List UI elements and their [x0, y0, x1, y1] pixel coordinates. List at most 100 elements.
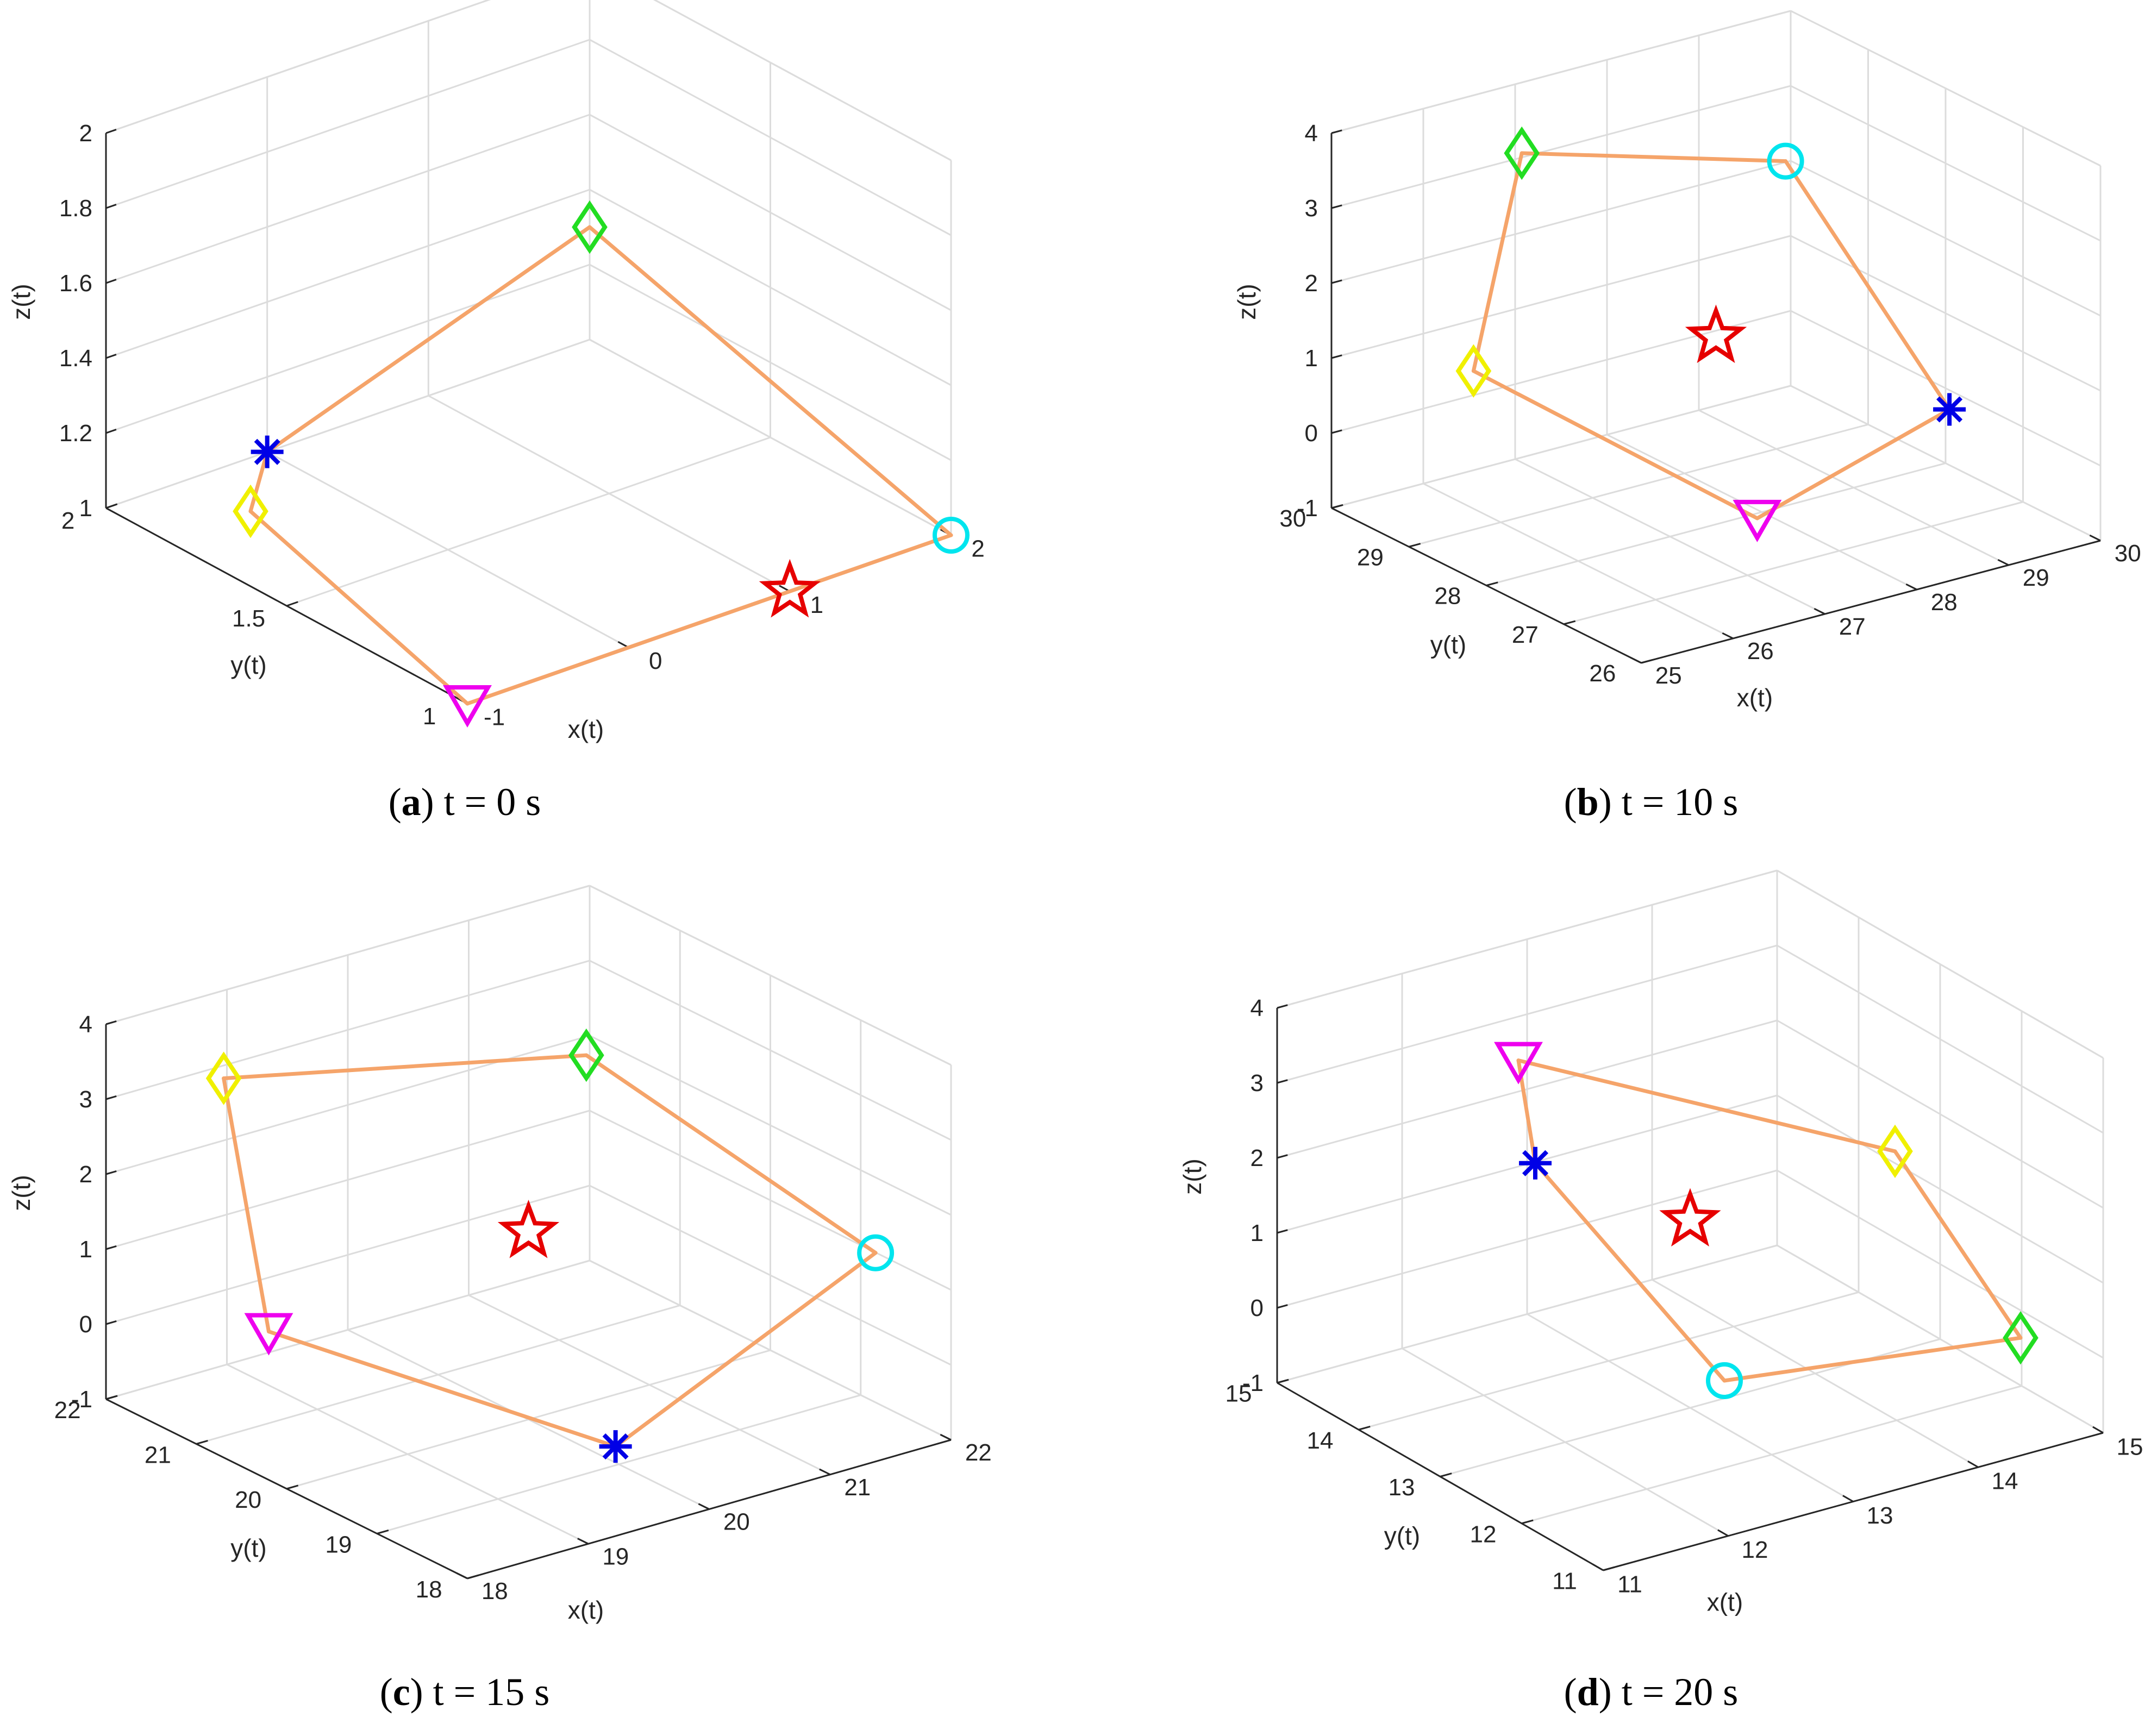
- formation-edge: [222, 1053, 589, 1081]
- x-tick-label: 0: [649, 648, 662, 674]
- grid-lines: [1276, 869, 2104, 1571]
- z-tick-label: 4: [79, 1011, 92, 1038]
- y-axis-label: y(t): [230, 651, 266, 679]
- y-tick-label: 20: [235, 1487, 261, 1513]
- formation-edge: [1520, 151, 1788, 164]
- agent-triangle-marker: [1494, 1042, 1543, 1085]
- x-tick-label: 25: [1655, 662, 1682, 689]
- caption-letter: d: [1577, 1670, 1599, 1714]
- y-tick-label: 18: [416, 1576, 442, 1603]
- agent-asterisk-marker: [1519, 1146, 1552, 1180]
- x-tick-label: 12: [1742, 1537, 1768, 1563]
- z-tick-label: 1.8: [59, 195, 92, 222]
- x-axis-label: x(t): [568, 1596, 604, 1624]
- z-tick-label: 2: [79, 1161, 92, 1188]
- z-tick-label: -1: [1242, 1370, 1264, 1396]
- x-tick-label: 27: [1839, 613, 1866, 640]
- formation-edge: [614, 1251, 878, 1449]
- agent-diamond-marker: [233, 484, 268, 538]
- y-tick-label: 27: [1512, 622, 1539, 648]
- z-tick-label: 0: [79, 1311, 92, 1338]
- agent-circle-marker: [1767, 142, 1804, 180]
- y-tick-label: 19: [325, 1532, 352, 1558]
- grid-lines: [105, 0, 952, 705]
- z-axis-label: z(t): [7, 1175, 35, 1211]
- y-tick-label: 26: [1589, 660, 1616, 687]
- x-tick-label: 21: [844, 1474, 871, 1501]
- y-tick-label: 1.5: [232, 605, 265, 632]
- panel-c: 18192021221819202122-101234x(t)y(t)z(t)(…: [7, 885, 992, 1714]
- panel-d: 11121314151112131415-101234x(t)y(t)z(t)(…: [1178, 869, 2143, 1714]
- x-axis-label: x(t): [568, 715, 604, 743]
- agent-triangle-marker: [244, 1313, 293, 1356]
- caption-text: t = 10 s: [1622, 780, 1739, 824]
- z-tick-label: 2: [79, 120, 92, 147]
- x-axis-label: x(t): [1707, 1588, 1743, 1616]
- z-tick-label: 0: [1305, 420, 1318, 447]
- agent-diamond-marker: [1877, 1124, 1913, 1179]
- caption-paren-close: ): [1599, 1670, 1622, 1714]
- leader-star-marker: [1659, 1188, 1721, 1247]
- x-tick-label: 20: [723, 1509, 750, 1536]
- formation-edge: [1533, 1161, 1727, 1383]
- x-axis-label: x(t): [1737, 684, 1773, 712]
- agent-diamond-marker: [2003, 1311, 2039, 1365]
- y-tick-label: 29: [1357, 544, 1384, 571]
- z-tick-label: 1.2: [59, 420, 92, 447]
- agent-asterisk-marker: [599, 1430, 632, 1463]
- formation-edge: [1471, 151, 1524, 373]
- caption-letter: a: [402, 780, 421, 824]
- agent-circle-marker: [857, 1234, 895, 1271]
- grid-lines: [105, 885, 952, 1580]
- formation-edges: [222, 1053, 878, 1449]
- y-tick-label: 14: [1306, 1427, 1333, 1454]
- z-tick-label: 1: [79, 1236, 92, 1263]
- caption-paren-open: (: [389, 780, 402, 824]
- agent-diamond-marker: [1455, 344, 1492, 398]
- formation-edge: [265, 225, 592, 454]
- z-tick-label: 3: [1305, 195, 1318, 222]
- x-tick-label: 15: [2117, 1433, 2143, 1460]
- agent-triangle-marker: [443, 685, 492, 728]
- agent-diamond-marker: [205, 1051, 242, 1105]
- agent-asterisk-marker: [1933, 393, 1966, 426]
- y-axis-label: y(t): [1430, 631, 1466, 659]
- z-axis-label: z(t): [7, 284, 35, 319]
- y-tick-label: 15: [1225, 1381, 1252, 1407]
- leader-star-marker: [759, 559, 821, 618]
- leader-star-marker: [497, 1200, 560, 1258]
- formation-edges: [1516, 1058, 2023, 1383]
- z-tick-label: 1: [1305, 345, 1318, 372]
- x-tick-label: 2: [971, 535, 984, 562]
- y-tick-label: 28: [1434, 583, 1461, 610]
- panel-b: 2526272829302627282930-101234x(t)y(t)z(t…: [1233, 10, 2141, 824]
- z-tick-label: -1: [1297, 495, 1318, 522]
- z-tick-label: 2: [1250, 1145, 1264, 1171]
- y-tick-label: 22: [54, 1397, 81, 1424]
- caption-text: t = 20 s: [1622, 1670, 1739, 1714]
- z-tick-label: 1.4: [59, 345, 92, 372]
- x-tick-label: 18: [482, 1578, 508, 1605]
- leader-star-marker: [1685, 304, 1747, 364]
- y-tick-label: 2: [61, 507, 74, 534]
- panel-caption: (d) t = 20 s: [1564, 1670, 1739, 1714]
- formation-edge: [1516, 1058, 1897, 1154]
- y-tick-label: 1: [423, 703, 436, 730]
- formation-edge: [584, 1053, 878, 1255]
- x-tick-label: 1: [810, 592, 823, 618]
- formation-edges: [1471, 151, 1952, 521]
- x-tick-label: 11: [1617, 1571, 1642, 1597]
- y-axis-label: y(t): [1384, 1522, 1420, 1550]
- panel-caption: (a) t = 0 s: [389, 780, 541, 824]
- formation-edge: [248, 450, 270, 513]
- x-tick-label: 14: [1992, 1468, 2018, 1495]
- agent-diamond-marker: [1504, 126, 1540, 180]
- formation-edges: [248, 225, 953, 706]
- caption-text: t = 0 s: [444, 780, 541, 824]
- agent-asterisk-marker: [251, 435, 284, 468]
- formation-edge: [267, 1330, 618, 1449]
- z-axis-label: z(t): [1233, 284, 1261, 319]
- formation-edge: [1893, 1149, 2023, 1340]
